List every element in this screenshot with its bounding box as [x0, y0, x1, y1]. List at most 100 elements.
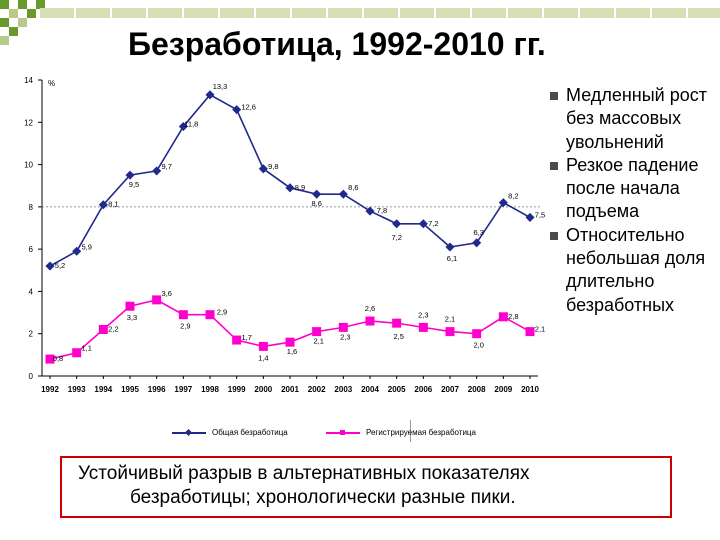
y-tick-label: 12: [24, 118, 33, 127]
series2-point: [152, 295, 162, 305]
data-label: 8,6: [348, 183, 358, 192]
x-tick-label: 2010: [521, 385, 539, 394]
series2-point: [525, 327, 535, 337]
chart-axes: 0 2 4 6 8 10 12 14 % 1992 1993 1994 1995 1996 1997 1998…: [24, 76, 540, 394]
series1-point: [525, 212, 535, 222]
series2-point: [445, 327, 455, 337]
data-label: 2,1: [535, 325, 545, 334]
data-label: 2,1: [313, 337, 323, 346]
data-label: 9,7: [161, 162, 171, 171]
data-label: 8,2: [508, 192, 518, 201]
bullet-item: Относительно небольшая доля длительно бе…: [548, 224, 720, 317]
data-label: 1,7: [241, 333, 251, 342]
series1-point: [365, 206, 375, 216]
x-tick-label: 1996: [148, 385, 166, 394]
data-label: 6,3: [473, 228, 483, 237]
bullet-item: Медленный рост без массовых увольнений: [548, 84, 720, 154]
y-tick-label: 8: [29, 203, 34, 212]
series2-point: [365, 316, 375, 326]
bullet-list: Медленный рост без массовых увольнений Р…: [548, 84, 720, 317]
data-label: 2,3: [340, 332, 350, 341]
series1-point: [45, 261, 55, 271]
data-label: 11,8: [184, 120, 198, 129]
x-tick-label: 2008: [468, 385, 486, 394]
data-label: 13,3: [213, 82, 228, 91]
x-tick-label: 2003: [334, 385, 352, 394]
chart-legend: Общая безработица Регистрируемая безрабо…: [172, 428, 512, 444]
x-tick-label: 1999: [228, 385, 246, 394]
slide-title: Безработица, 1992-2010 гг.: [128, 26, 546, 62]
data-label: 0,8: [53, 354, 63, 363]
x-tick-label: 1998: [201, 385, 219, 394]
unemployment-chart: 0 2 4 6 8 10 12 14 % 1992 1993 1994 1995 1996 1997 1998…: [24, 76, 545, 394]
square-bullet-icon: [550, 92, 558, 100]
data-label: 1,6: [287, 347, 297, 356]
x-tick-label: 1994: [94, 385, 112, 394]
x-tick-label: 2002: [308, 385, 326, 394]
series1-point: [205, 90, 215, 100]
legend-label-registered: Регистрируемая безработица: [365, 428, 476, 437]
series1-point: [125, 170, 135, 180]
data-label: 3,3: [127, 313, 137, 322]
conclusion-box: Устойчивый разрыв в альтернативных показ…: [60, 456, 672, 518]
series2-point: [205, 310, 215, 320]
square-bullet-icon: [550, 161, 558, 170]
series1-point: [392, 219, 402, 229]
conclusion-line-2: безработицы; хронологически разные пики.: [130, 487, 516, 508]
data-label: 12,6: [241, 103, 256, 112]
series2-point: [392, 318, 402, 328]
data-label: 7,2: [391, 233, 401, 242]
x-tick-label: 1997: [174, 385, 192, 394]
data-label: 8,1: [108, 200, 118, 209]
conclusion-text: Устойчивый разрыв в альтернативных показ…: [78, 462, 668, 510]
y-tick-label: 6: [29, 245, 34, 254]
data-label: 7,2: [428, 219, 438, 228]
series2-point: [472, 329, 482, 339]
y-axis-label: %: [48, 79, 55, 88]
legend-item-registered: Регистрируемая безработица: [325, 428, 476, 437]
x-tick-label: 2007: [441, 385, 459, 394]
series2-point: [72, 348, 82, 358]
data-label: 8,9: [295, 183, 305, 192]
data-label: 2,3: [418, 310, 428, 319]
data-label: 7,5: [535, 210, 545, 219]
legend-label-total: Общая безработица: [212, 428, 288, 437]
series2-point: [125, 301, 135, 311]
x-tick-label: 1993: [68, 385, 86, 394]
series2-point: [498, 312, 508, 322]
bullet-text: Резкое падение после начала подъема: [566, 154, 699, 222]
y-tick-label: 2: [29, 330, 34, 339]
series2-point: [285, 337, 295, 347]
series1-point: [232, 105, 242, 115]
x-tick-label: 1992: [41, 385, 59, 394]
x-tick-label: 2005: [388, 385, 406, 394]
bullet-text: Медленный рост без массовых увольнений: [566, 85, 707, 152]
series-lines: [49, 93, 531, 360]
data-labels: 5,2 5,9 8,1 9,5 9,7 11,8 13,3 12,6 9,8 8,9 8,6 8,6 7…: [53, 82, 545, 363]
corner-decoration: [0, 0, 60, 45]
series1-point: [72, 246, 82, 256]
x-tick-label: 2004: [361, 385, 379, 394]
data-label: 1,4: [258, 353, 268, 362]
y-tick-label: 14: [24, 76, 33, 85]
data-label: 5,9: [81, 242, 91, 251]
series1-point: [338, 189, 348, 199]
data-label: 2,1: [445, 315, 455, 324]
data-label: 2,5: [393, 332, 403, 341]
data-label: 7,8: [377, 206, 387, 215]
bullet-item: Резкое падение после начала подъема: [548, 154, 720, 224]
data-label: 6,1: [447, 254, 457, 263]
header-stripe: [40, 8, 720, 18]
data-label: 5,2: [55, 261, 65, 270]
data-label: 2,8: [508, 312, 518, 321]
series2-point: [178, 310, 188, 320]
square-bullet-icon: [550, 231, 558, 240]
series-line-1: [49, 93, 531, 267]
x-tick-label: 2000: [254, 385, 272, 394]
y-tick-label: 0: [29, 372, 34, 381]
data-label: 9,8: [268, 162, 278, 171]
series2-point: [45, 354, 55, 364]
series1-point: [312, 189, 322, 199]
y-tick-label: 4: [29, 287, 34, 296]
series2-point: [258, 341, 268, 351]
